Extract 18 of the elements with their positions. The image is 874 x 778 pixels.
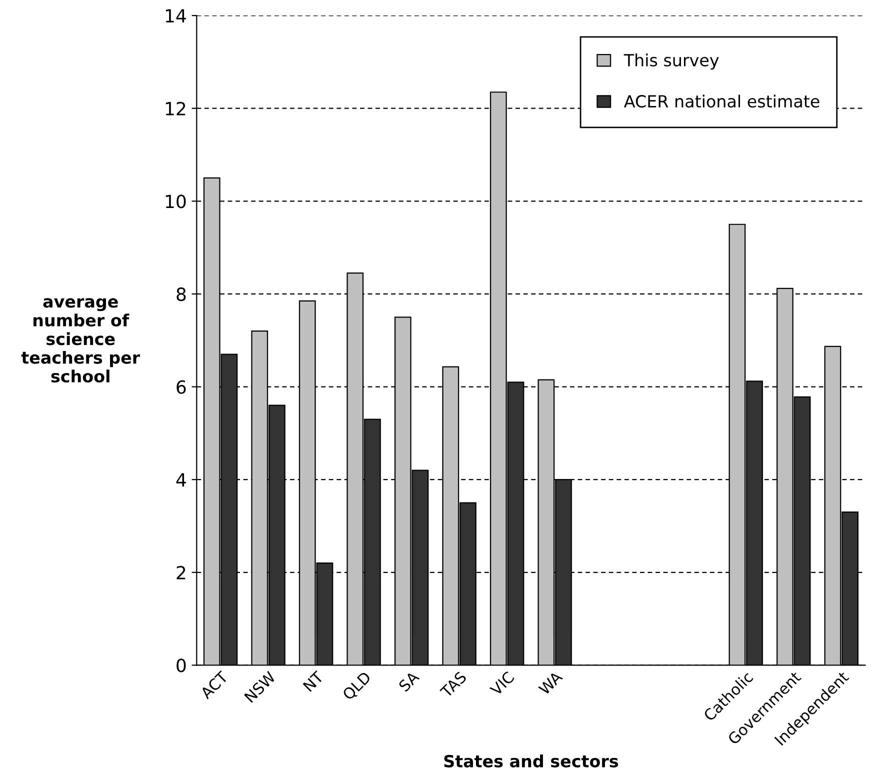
y-tick-label: 12: [166, 102, 186, 116]
y-tick-label: 2: [176, 566, 186, 580]
x-axis-title: States and sectors: [444, 754, 618, 768]
legend-label: This survey: [624, 54, 719, 70]
x-tick-label: NT: [302, 670, 324, 692]
y-axis-title: average number of science teachers per school: [21, 298, 140, 383]
legend-label: ACER national estimate: [624, 94, 820, 108]
y-tick-label: 0: [176, 658, 186, 672]
x-tick-label: QLD: [342, 670, 373, 702]
x-tick-label: VIC: [489, 670, 515, 696]
x-tick-label: SA: [398, 670, 420, 692]
y-tick-label: 8: [176, 287, 186, 302]
y-tick-label: 14: [166, 9, 186, 22]
x-tick-label: TAS: [439, 670, 468, 698]
y-tick-label: 4: [176, 473, 186, 486]
y-tick-label: 10: [166, 194, 186, 208]
y-tick-label: 6: [176, 380, 186, 394]
x-tick-label: WA: [538, 670, 563, 696]
